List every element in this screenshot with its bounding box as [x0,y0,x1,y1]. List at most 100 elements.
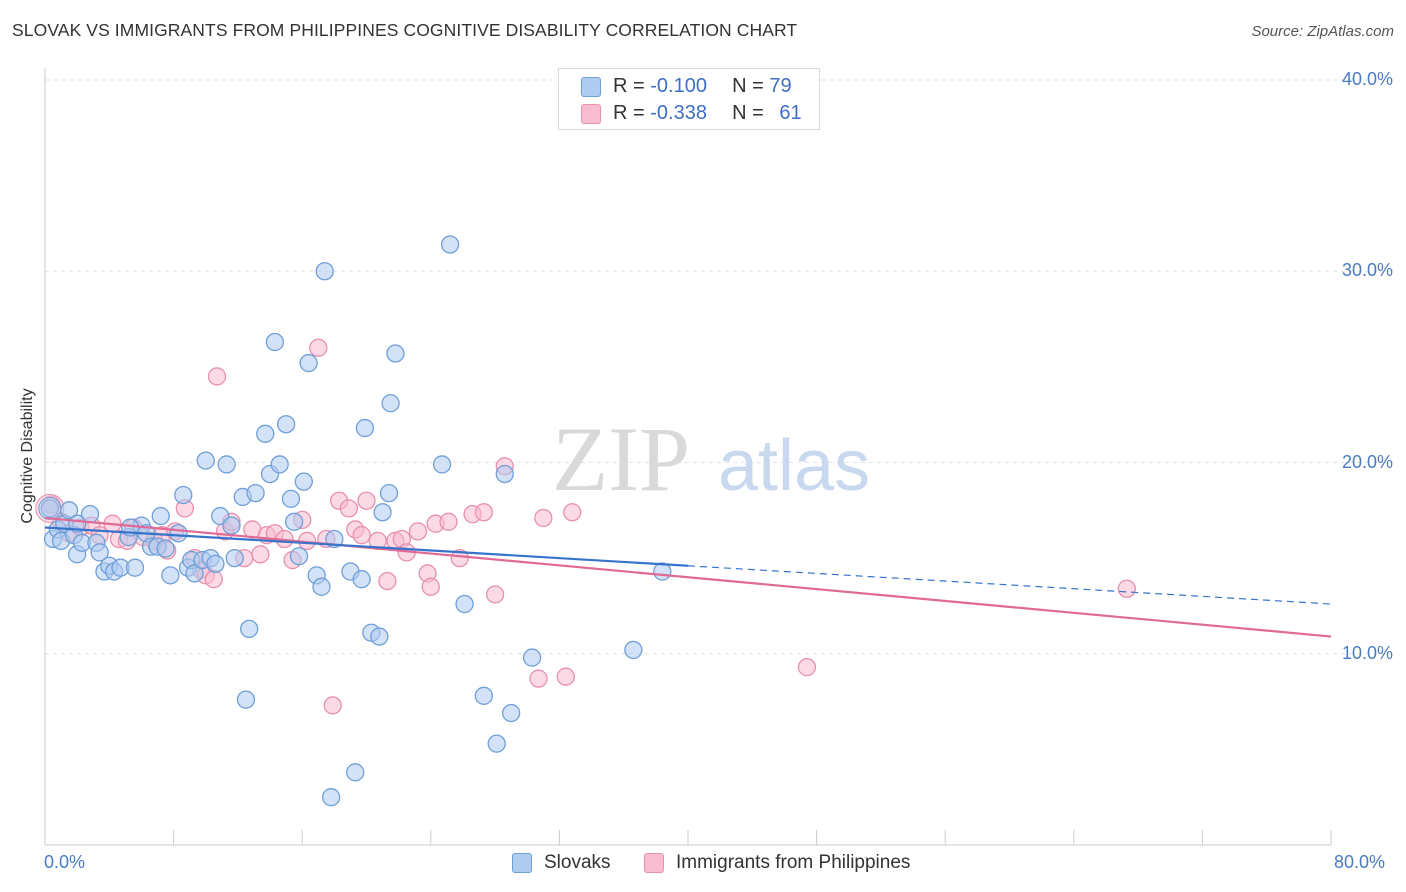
slovaks-point [379,483,399,503]
slovaks-point [125,558,145,577]
philippines-point [207,367,227,386]
slovaks-point [373,503,392,522]
slovaks-point [169,524,188,543]
philippines-point [556,667,575,686]
philippines-point [421,577,440,596]
philippines-point [251,545,270,564]
slovaks-point [312,577,331,596]
slovaks-point [432,455,452,474]
slovaks-point [151,506,170,526]
y-axis-label: Cognitive Disability [19,388,36,524]
legend-r-value-philippines: -0.338 [650,102,707,124]
philippines-point [439,512,458,531]
slovaks-point [281,489,301,508]
slovaks-point [40,499,59,518]
slovaks-point [240,619,259,639]
watermark: ZIP atlas [552,408,870,510]
trend-line-slovaks-extension [687,565,1332,605]
slovaks-point [270,455,289,474]
slovaks-point [90,543,109,562]
slovaks-point [355,418,375,438]
slovaks-point [217,455,236,474]
slovaks-point [225,548,244,568]
slovaks-point [346,763,365,782]
slovaks-point [455,594,474,614]
slovaks-point [474,686,493,705]
slovaks-point [174,485,193,505]
slovaks-point [276,415,296,434]
slovaks-point [522,648,542,667]
legend-label-slovaks: Slovaks [544,852,611,873]
watermark-zip: ZIP [552,408,690,510]
slovaks-point [370,627,389,646]
chart-title: SLOVAK VS IMMIGRANTS FROM PHILIPPINES CO… [12,20,798,40]
y-tick-label: 30.0% [1341,260,1393,281]
philippines-point [563,503,582,522]
slovaks-point [321,788,341,807]
philippines-point [1117,579,1136,598]
philippines-point [378,571,397,591]
philippines-point [474,503,493,522]
legend-swatch-philippines [581,104,601,124]
slovaks-point [206,554,225,574]
correlation-legend: R = -0.100 N = 79 R = -0.338 N = 61 [558,68,820,130]
philippines-point [357,491,376,510]
slovaks-point [256,424,275,443]
philippines-point [309,338,328,357]
philippines-point [450,548,469,568]
series-philippines-points [35,338,1136,715]
philippines-point [408,522,428,541]
slovaks-point [624,640,643,660]
slovaks-point [161,566,180,585]
source-label: Source: ZipAtlas.com [1251,23,1394,40]
trend-lines [44,516,1332,638]
philippines-point [534,508,553,528]
philippines-point [485,585,505,604]
legend-n-label: N = [732,102,770,124]
philippines-point [797,657,817,677]
x-tick-label-min: 0.0% [44,852,86,872]
y-tick-label: 20.0% [1341,451,1393,472]
slovaks-point [246,483,265,503]
legend-n-value-slovaks: 79 [769,75,792,97]
trend-line-philippines [44,516,1332,638]
grid-layer [45,79,1392,655]
legend-swatch-slovaks [581,77,601,97]
series-legend: Slovaks Immigrants from Philippines [0,851,1406,879]
slovaks-point [156,539,175,558]
legend-label-philippines: Immigrants from Philippines [676,852,911,873]
slovaks-point [502,703,521,723]
slovaks-point [299,353,318,373]
slovaks-point [381,394,400,413]
legend-n-value-philippines: 61 [779,102,802,124]
legend-swatch-philippines [644,853,664,873]
philippines-point [204,570,223,589]
slovaks-point [294,472,313,491]
legend-n-label: N = [732,75,770,97]
philippines-point [339,499,358,518]
slovaks-point [185,564,204,583]
philippines-point [352,526,371,545]
legend-swatch-slovaks [512,853,532,873]
legend-r-label: R = [613,75,651,97]
axis-layer [44,68,1332,846]
slovaks-point [487,734,506,753]
x-tick-label-max: 80.0% [1334,852,1386,872]
slovaks-point [440,235,460,254]
slovaks-point [495,464,514,484]
legend-r-value-slovaks: -0.100 [650,75,707,97]
slovaks-point [285,512,304,531]
slovaks-point [386,344,405,363]
slovaks-point [265,332,285,352]
slovaks-point [352,570,371,589]
slovaks-point [315,262,334,281]
watermark-atlas: atlas [718,426,870,506]
y-tick-label: 40.0% [1341,69,1393,89]
slovaks-point [289,547,309,566]
y-tick-label: 10.0% [1341,642,1393,663]
philippines-point [323,696,342,715]
legend-r-label: R = [613,102,651,124]
philippines-point [529,669,548,688]
trend-line-slovaks [44,526,689,567]
